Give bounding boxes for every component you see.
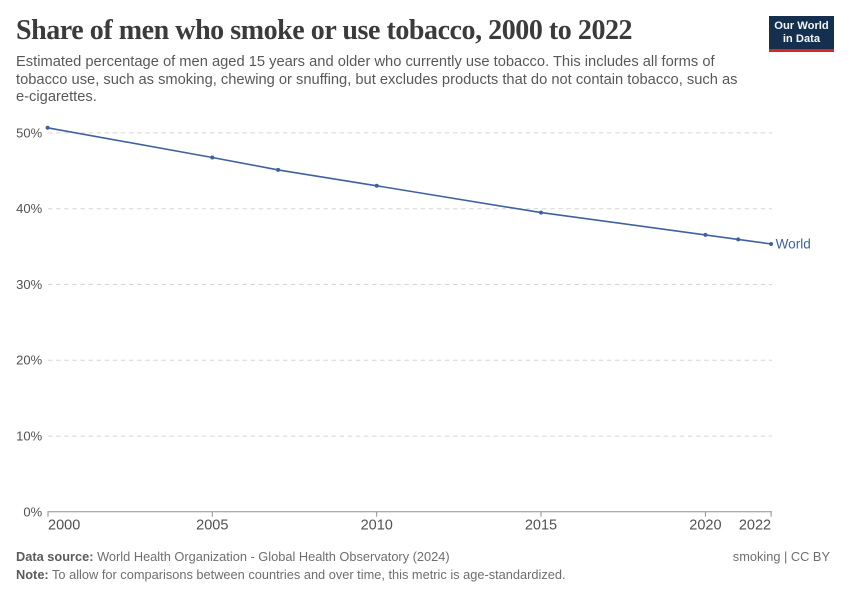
svg-text:2000: 2000 bbox=[48, 518, 80, 534]
svg-text:30%: 30% bbox=[16, 277, 42, 292]
svg-text:0%: 0% bbox=[23, 504, 42, 519]
svg-text:2010: 2010 bbox=[361, 518, 393, 534]
svg-text:World: World bbox=[776, 237, 811, 252]
svg-text:2020: 2020 bbox=[689, 518, 721, 534]
svg-text:50%: 50% bbox=[16, 125, 42, 140]
svg-text:2022: 2022 bbox=[739, 518, 771, 534]
svg-text:2005: 2005 bbox=[196, 518, 228, 534]
svg-text:20%: 20% bbox=[16, 353, 42, 368]
svg-text:40%: 40% bbox=[16, 201, 42, 216]
svg-text:2015: 2015 bbox=[525, 518, 557, 534]
svg-text:10%: 10% bbox=[16, 429, 42, 444]
